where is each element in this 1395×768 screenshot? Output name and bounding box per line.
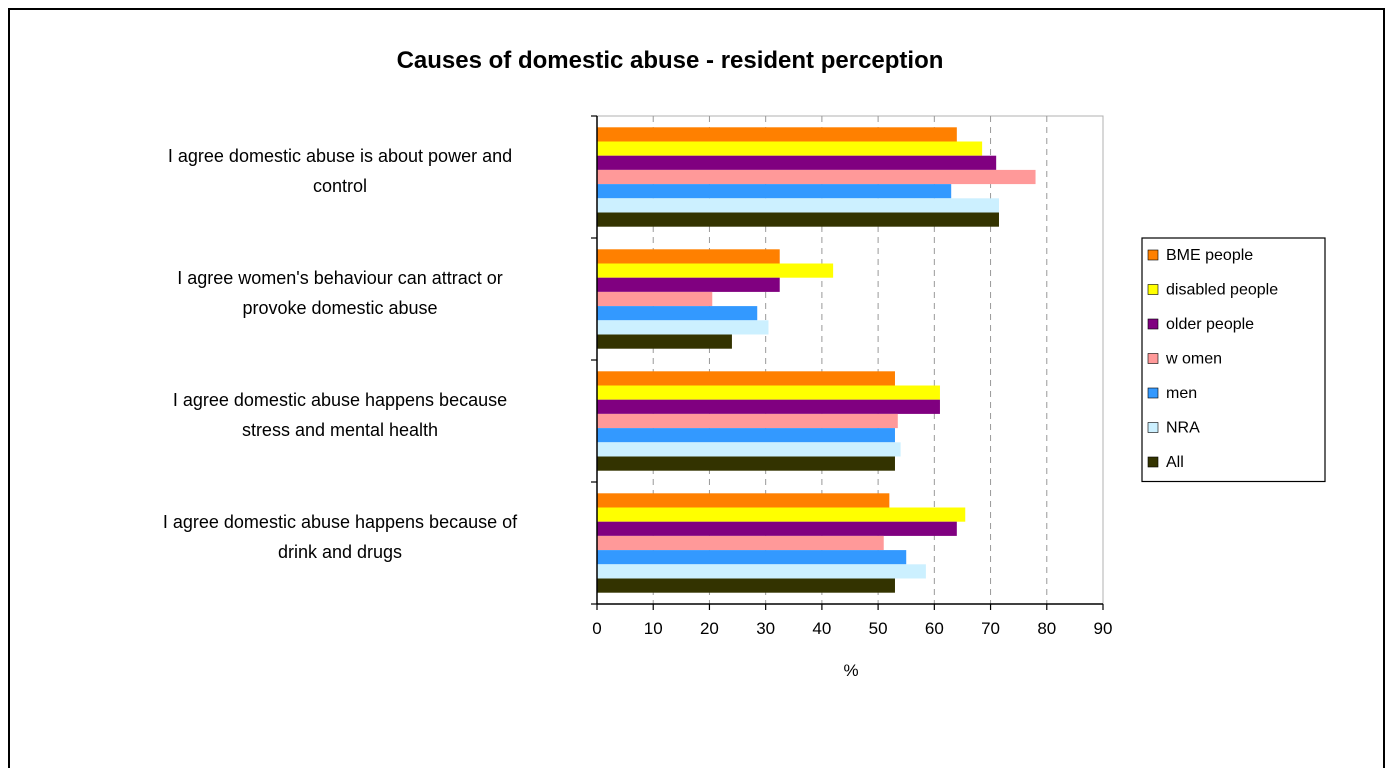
bar	[597, 385, 940, 400]
bar	[597, 141, 983, 156]
legend-swatch	[1147, 387, 1159, 399]
x-axis-label: %	[843, 661, 858, 680]
x-tick-label: 10	[644, 619, 663, 638]
bar	[597, 442, 901, 457]
bar	[597, 456, 895, 471]
bar	[597, 564, 926, 579]
legend-swatch	[1147, 353, 1159, 364]
bar	[597, 428, 895, 443]
legend: BME people disabled people older people w o…	[1141, 237, 1326, 483]
bar	[597, 521, 957, 536]
legend-label: disabled people	[1166, 282, 1278, 299]
bar	[597, 578, 895, 593]
legend-label: older people	[1166, 316, 1254, 333]
bar	[597, 306, 758, 321]
bar	[597, 212, 999, 227]
axes	[591, 115, 1104, 610]
x-tick-label: 20	[700, 619, 719, 638]
legend-swatch	[1147, 249, 1159, 261]
bar	[597, 184, 952, 199]
x-tick-label: 90	[1094, 619, 1113, 638]
x-tick-label: 80	[1037, 619, 1056, 638]
category-label: provoke domestic abuse	[242, 298, 437, 318]
category-label: I agree domestic abuse is about power an…	[168, 146, 512, 166]
x-tick-label: 0	[592, 619, 601, 638]
x-tick-labels: 0 10 20 30 40 50 60 70 80 90	[592, 619, 1112, 638]
bar	[597, 127, 957, 142]
category-label: I agree domestic abuse happens because o…	[163, 512, 518, 532]
legend-swatch	[1147, 456, 1159, 468]
bar	[597, 249, 780, 264]
bar	[597, 263, 834, 278]
chart-title: Causes of domestic abuse - resident perc…	[397, 47, 944, 74]
x-tick-label: 40	[812, 619, 831, 638]
chart-frame	[8, 8, 1385, 768]
legend-swatch	[1147, 422, 1159, 433]
bar	[597, 277, 780, 292]
bar	[597, 507, 966, 522]
legend-label: BME people	[1166, 247, 1253, 264]
bars	[597, 127, 1036, 593]
bar	[597, 550, 907, 565]
x-tick-label: 30	[756, 619, 775, 638]
x-tick-label: 60	[925, 619, 944, 638]
bar	[597, 155, 997, 170]
bar	[597, 493, 890, 508]
bar	[597, 334, 732, 349]
bar	[597, 399, 940, 414]
category-label: drink and drugs	[278, 542, 402, 562]
category-labels: I agree domestic abuse is about power an…	[163, 146, 518, 562]
bar	[597, 371, 895, 386]
bar	[597, 198, 999, 213]
legend-box	[1141, 237, 1326, 483]
bar	[597, 169, 1036, 185]
category-label: I agree domestic abuse happens because	[173, 390, 507, 410]
x-tick-label: 70	[981, 619, 1000, 638]
bar	[597, 320, 769, 335]
bar	[597, 413, 898, 429]
legend-swatch	[1147, 284, 1159, 295]
category-label: stress and mental health	[242, 420, 438, 440]
legend-swatch	[1147, 318, 1159, 330]
category-label: I agree women's behaviour can attract or	[177, 268, 503, 288]
legend-label: NRA	[1166, 420, 1200, 437]
category-label: control	[313, 176, 367, 196]
legend-label: All	[1166, 454, 1184, 471]
bar	[597, 535, 884, 551]
legend-label: w omen	[1165, 351, 1222, 368]
bar	[597, 291, 713, 307]
x-tick-label: 50	[869, 619, 888, 638]
legend-label: men	[1166, 385, 1197, 402]
